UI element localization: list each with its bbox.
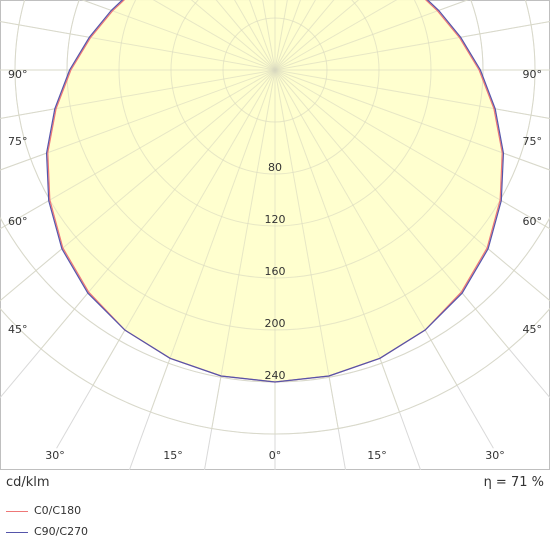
angle-label-bottom: 0° [269, 449, 282, 462]
grid-spoke-overlay [274, 0, 469, 71]
angle-label-right: 60° [523, 215, 543, 228]
grid-spoke-overlay [262, 0, 276, 71]
angle-label-left: 45° [8, 323, 28, 336]
grid-spoke-overlay [274, 0, 288, 71]
grid-spoke-overlay [215, 0, 276, 71]
grid-spoke-overlay [150, 69, 276, 413]
angle-label-bottom: 15° [163, 449, 183, 462]
grid-spoke-overlay [274, 69, 550, 171]
radial-tick-label: 160 [265, 265, 286, 278]
radial-tick-label: 80 [268, 161, 282, 174]
grid-spoke-overlay [0, 69, 276, 171]
radial-tick-label: 120 [265, 213, 286, 226]
grid-spoke-overlay [274, 69, 550, 302]
angle-label-left: 60° [8, 215, 28, 228]
polar-plot: 80 120 160 200 240 30° 15° 0° 15° 30° 90° 90° 75° 75… [0, 0, 550, 507]
grid-spoke-overlay [274, 0, 398, 71]
angle-label-right: 90° [523, 68, 543, 81]
legend-item-c0-c180: C0/C180 [6, 504, 81, 518]
legend-label-c90-c270: C90/C270 [34, 525, 89, 538]
grid-spoke-overlay [274, 69, 339, 429]
grid-spoke-overlay [40, 69, 276, 350]
intensity-curves [45, 0, 505, 383]
grid-spoke-overlay [190, 0, 276, 71]
legend-swatch-c0-c180 [6, 510, 28, 512]
grid-spoke-overlay [211, 69, 276, 429]
grid-overlay [0, 0, 550, 435]
curve-c90-c270 [45, 0, 505, 383]
grid-spoke-overlay [0, 69, 276, 119]
radial-tick-labels: 80 120 160 200 240 [265, 161, 286, 382]
angle-label-left: 90° [8, 68, 28, 81]
legend-label-c0-c180: C0/C180 [34, 504, 82, 517]
grid-spoke-overlay [81, 0, 276, 71]
legend-swatch-c90-c270 [6, 531, 28, 533]
grid-spoke-overlay [152, 0, 276, 71]
grid-spoke-overlay [274, 69, 550, 230]
angle-label-right: 45° [523, 323, 543, 336]
grid-spoke-overlay [274, 21, 550, 71]
grid-spoke-overlay [0, 69, 276, 230]
grid-spoke-overlay [234, 0, 276, 71]
angle-labels: 30° 15° 0° 15° 30° 90° 90° 75° 75° 60° 60° 45° 45° [8, 68, 542, 462]
grid-spoke-overlay [92, 69, 276, 386]
radial-tick-label: 240 [265, 369, 286, 382]
grid-spoke-overlay [274, 69, 400, 413]
grid-spoke-overlay [274, 0, 335, 71]
efficiency-label: η = 71 % [483, 475, 544, 490]
unit-label: cd/klm [6, 475, 50, 490]
legend-item-c90-c270: C90/C270 [6, 525, 88, 539]
angle-label-bottom: 30° [485, 449, 505, 462]
grid-spoke-overlay [0, 69, 276, 302]
grid-spoke-overlay [248, 0, 276, 71]
radial-tick-label: 200 [265, 317, 286, 330]
grid-spoke-overlay [274, 69, 550, 119]
grid-spoke-overlay [274, 69, 510, 350]
grid-spoke-overlay [274, 0, 360, 71]
grid-spoke-overlay [274, 0, 316, 71]
grid-spoke-overlay [274, 69, 458, 386]
angle-label-bottom: 30° [45, 449, 65, 462]
angle-label-left: 75° [8, 135, 28, 148]
angle-label-bottom: 15° [367, 449, 387, 462]
luminous-area [0, 0, 550, 435]
grid-spoke-overlay [0, 21, 276, 71]
angle-label-right: 75° [523, 135, 543, 148]
grid-spoke-overlay [274, 0, 302, 71]
